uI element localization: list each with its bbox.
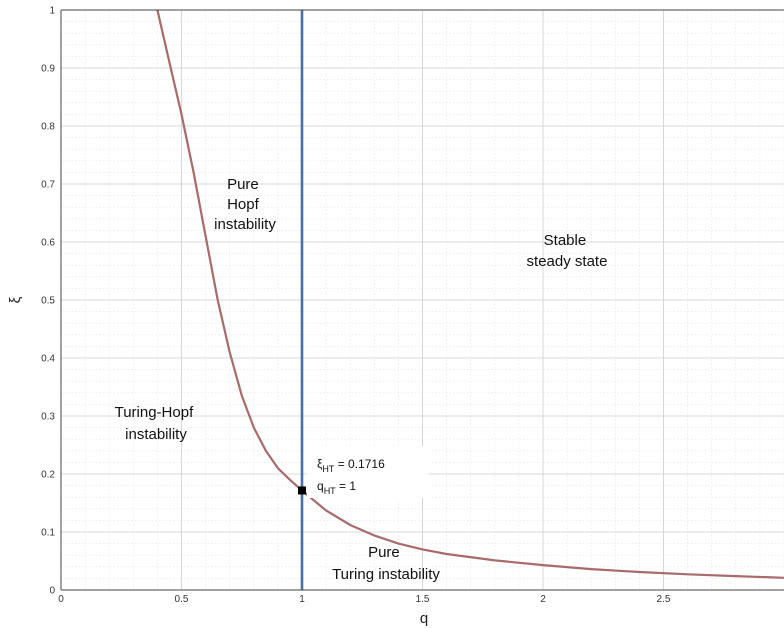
boundary-curve — [156, 9, 784, 579]
y-axis-label: ξ — [7, 296, 24, 303]
annotation-q: qHT = 1 — [317, 479, 356, 496]
y-tick-label: 0.4 — [41, 354, 55, 365]
y-tick-label: 0.6 — [41, 238, 55, 249]
y-tick-label: 0 — [49, 586, 55, 597]
x-tick-label: 1 — [299, 594, 305, 605]
intersection-marker — [298, 486, 306, 495]
x-tick-label: 1.5 — [416, 594, 430, 605]
x-tick-label: 0.5 — [175, 594, 189, 605]
y-tick-labels: 0 0.1 0.2 0.3 0.4 0.5 0.6 0.7 0.8 0.9 1 — [41, 6, 55, 597]
y-tick-label: 0.8 — [41, 122, 55, 133]
y-tick-label: 0.9 — [41, 64, 55, 75]
y-tick-label: 1 — [49, 6, 55, 17]
x-tick-label: 2 — [540, 594, 546, 605]
region-label-turing: Pure Turing instability — [332, 544, 440, 583]
y-tick-label: 0.5 — [41, 296, 55, 307]
x-tick-label: 2.5 — [657, 594, 671, 605]
y-tick-label: 0.2 — [41, 470, 55, 481]
y-tick-label: 0.7 — [41, 180, 55, 191]
region-label-hopf: Pure Hopf instability — [214, 176, 276, 233]
annotation-xi: ξHT = 0.1716 — [317, 457, 385, 474]
region-label-turing-hopf: Turing-Hopf instability — [115, 404, 198, 443]
region-label-stable: Stable steady state — [527, 232, 608, 270]
x-tick-label: 0 — [58, 594, 64, 605]
x-axis-label: q — [420, 610, 428, 627]
annotation-box — [307, 446, 429, 498]
y-tick-label: 0.1 — [41, 528, 55, 539]
y-tick-label: 0.3 — [41, 412, 55, 423]
x-tick-labels: 0 0.5 1 1.5 2 2.5 — [58, 594, 671, 605]
